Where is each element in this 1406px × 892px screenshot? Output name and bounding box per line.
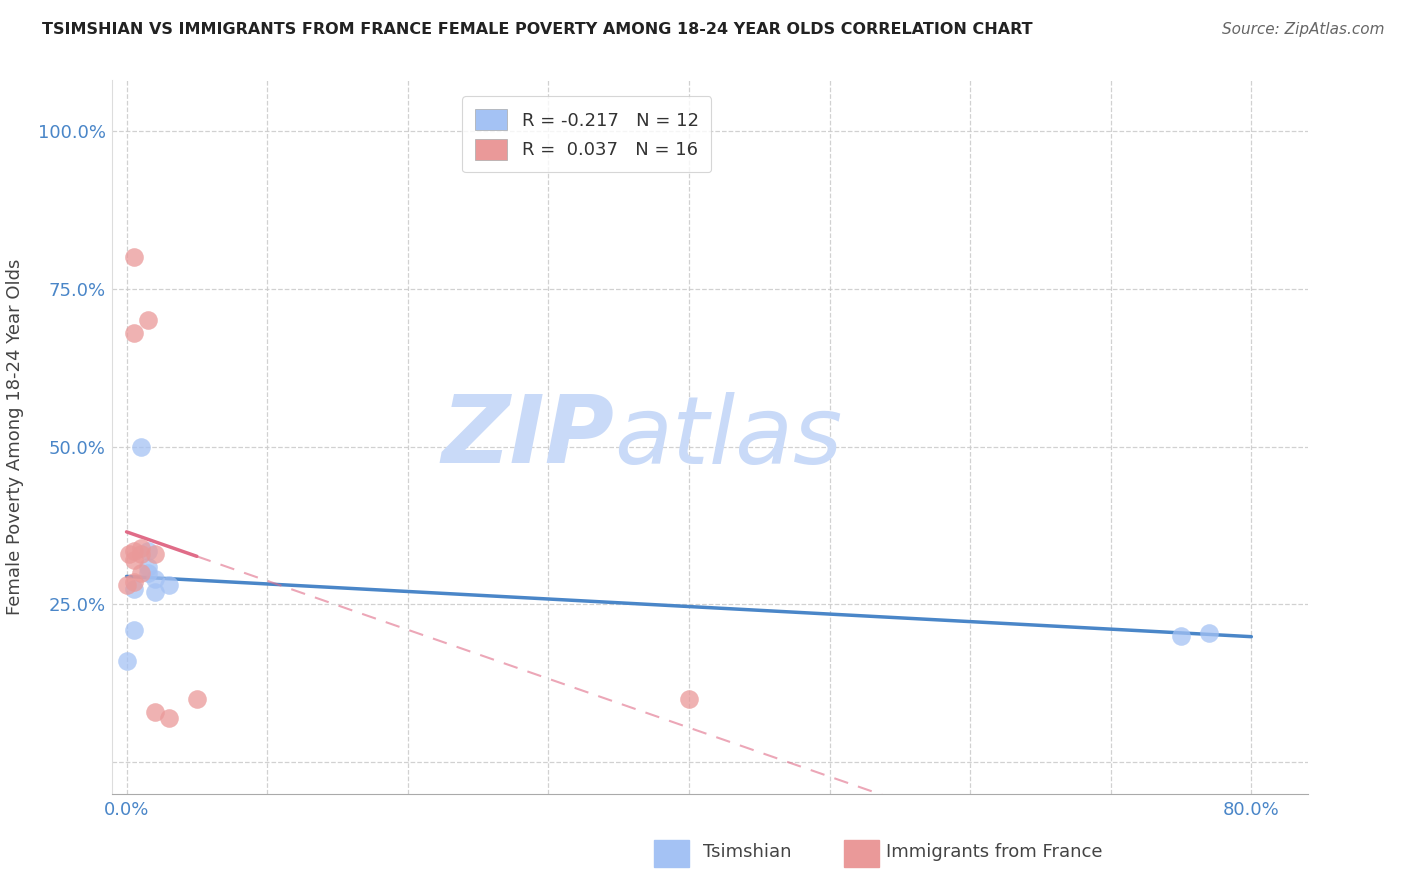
Legend: R = -0.217   N = 12, R =  0.037   N = 16: R = -0.217 N = 12, R = 0.037 N = 16 (463, 96, 711, 172)
Text: Tsimshian: Tsimshian (703, 843, 792, 861)
Point (143, 584, 166, 599)
Point (122, 543, 145, 558)
Point (136, 543, 159, 558)
Point (186, 692, 208, 706)
Point (122, 553, 145, 567)
Point (129, 541, 152, 555)
Text: atlas: atlas (614, 392, 842, 483)
Point (122, 623, 145, 637)
Point (122, 326, 145, 340)
Point (115, 654, 138, 668)
Text: Source: ZipAtlas.com: Source: ZipAtlas.com (1222, 22, 1385, 37)
Point (129, 547, 152, 561)
Point (143, 705, 166, 719)
Point (157, 578, 180, 592)
Point (122, 582, 145, 596)
Point (136, 566, 159, 580)
Point (118, 547, 141, 561)
Point (129, 440, 152, 454)
Text: TSIMSHIAN VS IMMIGRANTS FROM FRANCE FEMALE POVERTY AMONG 18-24 YEAR OLDS CORRELA: TSIMSHIAN VS IMMIGRANTS FROM FRANCE FEMA… (42, 22, 1033, 37)
Point (115, 578, 138, 592)
Point (1170, 629, 1192, 643)
Point (157, 711, 180, 725)
Point (129, 566, 152, 580)
Y-axis label: Female Poverty Among 18-24 Year Olds: Female Poverty Among 18-24 Year Olds (6, 259, 24, 615)
Point (136, 313, 159, 327)
Point (678, 692, 700, 706)
Text: Immigrants from France: Immigrants from France (886, 843, 1102, 861)
Text: ZIP: ZIP (441, 391, 614, 483)
Point (143, 572, 166, 586)
Point (143, 547, 166, 561)
Point (122, 575, 145, 590)
Point (122, 250, 145, 264)
Point (136, 559, 159, 574)
Point (1198, 625, 1220, 640)
